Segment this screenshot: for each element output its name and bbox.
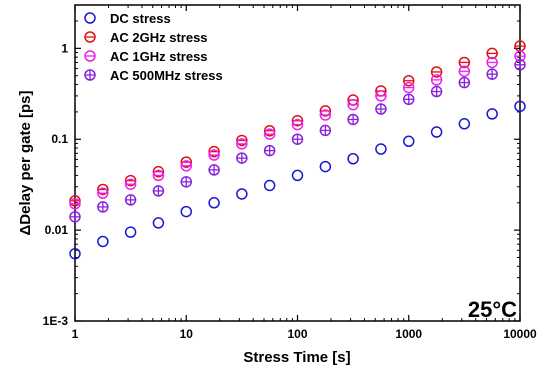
data-point: [291, 133, 304, 145]
legend-item: DC stress: [84, 11, 171, 26]
legend-marker: [84, 50, 96, 62]
data-point: [319, 160, 332, 173]
y-tick-label: 0.1: [51, 132, 68, 146]
y-tick-label: 1: [61, 41, 68, 55]
data-point: [486, 47, 498, 60]
data-point: [263, 144, 276, 157]
legend-marker: [84, 69, 96, 81]
data-point: [291, 118, 304, 131]
legend-label: AC 1GHz stress: [110, 49, 208, 64]
data-point: [180, 176, 192, 188]
x-axis-label: Stress Time [s]: [243, 349, 350, 366]
series-0: [69, 100, 526, 260]
data-point: [69, 198, 81, 210]
legend-item: AC 1GHz stress: [84, 49, 208, 64]
data-point: [514, 59, 526, 71]
data-point: [319, 124, 332, 137]
legend-marker: [84, 31, 96, 43]
x-tick-label: 10000: [503, 327, 537, 341]
series-3: [69, 59, 526, 223]
data-point: [208, 164, 220, 176]
y-tick-label: 0.01: [45, 223, 69, 237]
data-point: [486, 108, 498, 120]
temperature-annotation: 25°C: [468, 297, 517, 322]
x-tick-label: 1: [72, 327, 79, 341]
data-point: [69, 247, 81, 260]
series-2: [69, 50, 526, 210]
data-point: [430, 66, 443, 78]
data-point: [263, 128, 276, 140]
data-point: [430, 74, 443, 86]
legend: DC stress AC 2GHz stress AC 1GHz stress AC …: [84, 11, 223, 83]
data-point: [180, 205, 192, 218]
data-point: [458, 65, 471, 77]
legend-item: AC 500MHz stress: [84, 68, 223, 83]
axis-ticks: [74, 4, 521, 322]
data-point: [347, 152, 359, 165]
data-point: [458, 118, 471, 130]
data-point: [430, 126, 443, 138]
y-axis-label: ΔDelay per gate [ps]: [17, 91, 34, 236]
data-point: [430, 85, 443, 98]
legend-marker: [84, 12, 96, 24]
data-point: [263, 179, 276, 192]
data-series: [69, 40, 526, 260]
data-point: [124, 178, 137, 190]
data-point: [124, 226, 137, 238]
data-point: [319, 109, 332, 121]
y-tick-label: 1E-3: [43, 314, 69, 328]
x-tick-label: 100: [287, 327, 307, 341]
data-point: [152, 217, 165, 229]
data-point: [69, 211, 81, 223]
data-point: [124, 194, 137, 206]
x-tick-label: 10: [180, 327, 194, 341]
data-point: [236, 188, 248, 200]
data-point: [236, 138, 248, 150]
data-point: [152, 169, 165, 182]
data-point: [180, 160, 192, 172]
data-point: [486, 68, 498, 80]
legend-item: AC 2GHz stress: [84, 30, 208, 45]
data-point: [97, 187, 109, 199]
data-point: [403, 135, 415, 148]
axis-tick-labels: 1 10 100 1000 10000 1E-3 0.01 0.1 1: [43, 41, 537, 341]
data-point: [97, 235, 109, 248]
legend-label: DC stress: [110, 11, 171, 26]
legend-label: AC 2GHz stress: [110, 30, 208, 45]
data-point: [403, 75, 415, 87]
data-point: [486, 56, 498, 69]
data-point: [208, 197, 220, 209]
data-point: [403, 81, 415, 94]
data-point: [152, 185, 165, 197]
legend-label: AC 500MHz stress: [110, 68, 223, 83]
data-point: [97, 201, 109, 213]
data-point: [403, 93, 415, 106]
data-point: [458, 76, 471, 89]
data-point: [208, 149, 220, 161]
data-point: [291, 169, 304, 182]
data-point: [514, 100, 526, 113]
data-point: [375, 143, 387, 155]
x-tick-label: 1000: [395, 327, 422, 341]
data-point: [347, 98, 359, 111]
data-point: [458, 56, 471, 69]
data-point: [375, 103, 387, 115]
data-point: [347, 113, 359, 126]
data-point: [375, 90, 387, 102]
data-point: [236, 152, 248, 164]
series-1: [69, 40, 526, 207]
